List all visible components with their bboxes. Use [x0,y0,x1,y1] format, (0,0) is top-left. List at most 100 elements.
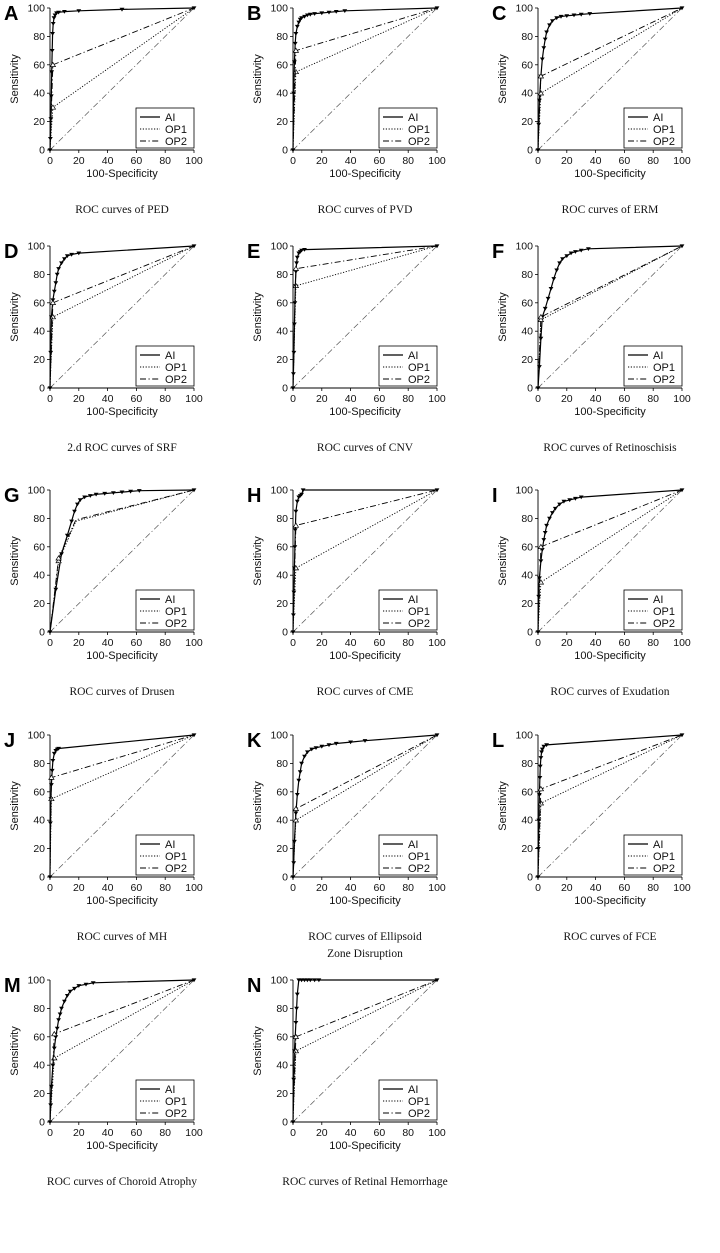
y-tick-label: 60 [276,541,288,553]
ai-data-point [537,793,542,797]
x-tick-label: 80 [159,637,171,649]
y-axis-label: Sensitivity [252,292,264,342]
ai-data-point [54,272,60,277]
reference-diagonal [49,489,195,633]
x-tick-label: 60 [374,155,386,167]
series-op2-line [292,734,438,878]
operator-point-op1 [51,1055,58,1061]
x-tick-label: 40 [102,637,114,649]
panel-letter: C [492,3,506,25]
y-axis-label: Sensitivity [9,781,21,831]
series-op1-line [292,489,438,633]
legend-label-op2: OP2 [165,863,187,875]
operator-point-op2 [292,805,300,811]
ai-data-point [573,496,578,501]
ai-data-point [82,495,87,500]
ai-data-point [587,12,593,16]
operator-point-op1 [49,313,57,320]
ai-data-point [57,1012,63,1017]
legend-label-ai: AI [408,594,418,606]
legend-label-op1: OP1 [653,124,675,136]
x-tick-label: 60 [374,637,386,649]
ai-data-point [319,744,325,749]
ai-data-point [539,747,545,752]
roc-panel-i: I 00 20 20 40 40 60 60 80 80 100 100 100-Specificity… [492,485,691,699]
x-axis-label: 100-Specificity [329,406,401,418]
ai-data-point [291,350,297,355]
panel-letter: B [247,3,261,25]
x-tick-label: 0 [290,1127,296,1139]
ai-data-point [554,268,560,273]
ai-data-point [326,743,332,748]
x-tick-label: 0 [535,882,541,894]
panel-caption: ROC curves of Ellipsoid [308,931,422,943]
ai-data-point [47,875,53,880]
x-tick-label: 100 [185,155,203,167]
ai-data-point [64,533,70,538]
x-tick-label: 40 [345,637,357,649]
panel-caption: ROC curves of FCE [564,931,657,943]
y-tick-label: 20 [33,354,45,366]
ai-data-point [47,148,53,153]
ai-data-point [50,32,55,36]
y-axis-label: Sensitivity [497,781,509,831]
y-tick-label: 20 [521,843,533,855]
roc-panel-h: H 00 20 20 40 40 60 60 80 80 100 100 100-Specificity… [247,485,446,699]
y-tick-label: 60 [276,786,288,798]
ai-data-point [87,494,93,498]
ai-data-point [536,594,542,599]
series-op2-line [292,979,438,1123]
legend-label-ai: AI [408,1084,418,1096]
ai-data-point [119,490,125,495]
x-tick-label: 20 [73,393,85,405]
ai-data-point [362,739,368,743]
y-tick-label: 20 [276,598,288,610]
reference-diagonal [292,245,438,389]
legend-label-op1: OP1 [408,606,430,618]
ai-data-point [294,793,300,797]
y-tick-label: 60 [33,59,45,71]
ai-data-point [290,148,296,153]
y-tick-label: 20 [33,843,45,855]
x-tick-label: 0 [47,882,53,894]
y-tick-label: 100 [27,241,45,253]
ai-data-point [294,1006,299,1011]
panel-caption: ROC curves of CNV [317,442,414,454]
ai-data-point [296,778,302,783]
panel-caption: ROC curves of Drusen [69,686,174,698]
x-tick-label: 80 [402,393,414,405]
x-axis-label: 100-Specificity [574,406,646,418]
y-tick-label: 60 [521,786,533,798]
y-tick-label: 80 [33,269,45,281]
legend-label-ai: AI [165,594,175,606]
y-tick-label: 20 [33,598,45,610]
legend-label-op1: OP1 [165,606,187,618]
legend-label-ai: AI [165,1084,175,1096]
ai-data-point [545,296,551,301]
x-tick-label: 80 [402,882,414,894]
ai-data-point [548,287,554,291]
roc-panel-d: D 00 20 20 40 40 60 60 80 80 100 100 100-Specificity… [4,241,203,455]
ai-data-point [72,509,77,514]
ai-data-point [72,986,77,991]
x-tick-label: 60 [131,155,143,167]
panel-letter: F [492,241,504,263]
reference-diagonal [537,245,683,389]
series-op2-line [49,7,195,151]
operator-point-op2 [49,61,57,67]
x-tick-label: 20 [561,637,573,649]
roc-panel-j: J 00 20 20 40 40 60 60 80 80 100 100 100-Specificity… [4,730,203,944]
y-tick-label: 100 [27,730,45,742]
panel-caption: ROC curves of Retinoschisis [543,442,677,454]
legend-label-ai: AI [408,839,418,851]
panel-letter: N [247,975,261,997]
panel-caption: ROC curves of Exudation [550,686,669,698]
ai-data-point [56,267,61,271]
y-tick-label: 40 [33,326,45,338]
legend-label-op2: OP2 [653,618,675,630]
ai-data-point [564,254,570,259]
ai-data-point [51,289,57,294]
x-tick-label: 40 [102,882,114,894]
panel-letter: J [4,730,15,752]
y-tick-label: 80 [33,31,45,43]
